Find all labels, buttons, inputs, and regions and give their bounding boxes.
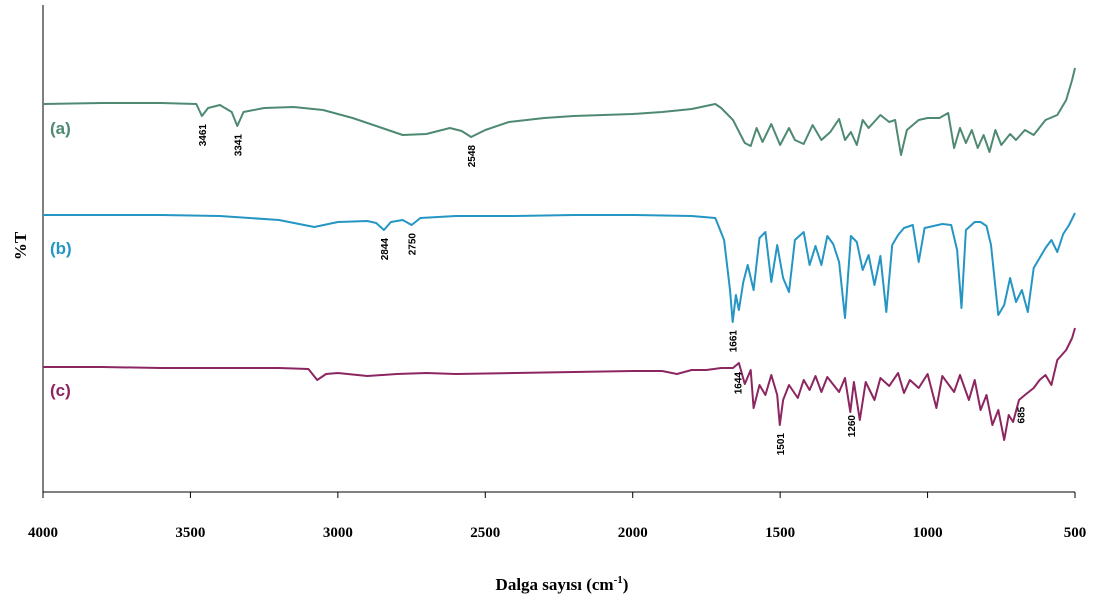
- series-label: (a): [50, 119, 71, 138]
- x-axis-title-main: Dalga sayısı (cm: [496, 575, 614, 594]
- x-axis-title-sup: -1: [614, 574, 623, 586]
- series-line-b: [43, 212, 1076, 323]
- x-tick-label: 1500: [765, 525, 795, 541]
- peak-label: 1501: [776, 433, 787, 456]
- peak-label: 1260: [847, 415, 858, 438]
- x-tick-label: 3500: [175, 525, 205, 541]
- x-tick-label: 2000: [618, 525, 648, 541]
- peak-label: 2750: [408, 233, 419, 256]
- x-tick-label: 500: [1064, 525, 1087, 541]
- x-axis-title-end: ): [623, 575, 629, 594]
- peak-label: 1661: [729, 330, 740, 353]
- x-tick-label: 4000: [28, 525, 58, 541]
- x-tick-label: 2500: [470, 525, 500, 541]
- peak-label: 1644: [734, 372, 745, 395]
- peak-label: 3341: [233, 134, 244, 157]
- x-tick-label: 1000: [913, 525, 943, 541]
- peak-label: 2844: [380, 238, 391, 261]
- labels-layer: (a) 3461 3341 2548 (b) 2844 2750 1661 (c) 1644 150…: [50, 119, 1028, 455]
- peak-label: 2548: [467, 145, 478, 168]
- peak-label: 3461: [198, 124, 209, 147]
- axes: 4000 3500 3000 2500 2000 1500 1000 500: [28, 5, 1086, 541]
- series-layer: [42, 67, 1076, 441]
- x-tick-label: 3000: [323, 525, 353, 541]
- series-label: (c): [50, 381, 71, 400]
- series-label: (b): [50, 239, 72, 258]
- x-axis-title: Dalga sayısı (cm-1): [496, 574, 629, 594]
- y-axis-title: %T: [11, 231, 30, 260]
- series-line-a: [42, 67, 1076, 156]
- peak-label: 685: [1017, 406, 1028, 423]
- series-line-c: [43, 327, 1076, 441]
